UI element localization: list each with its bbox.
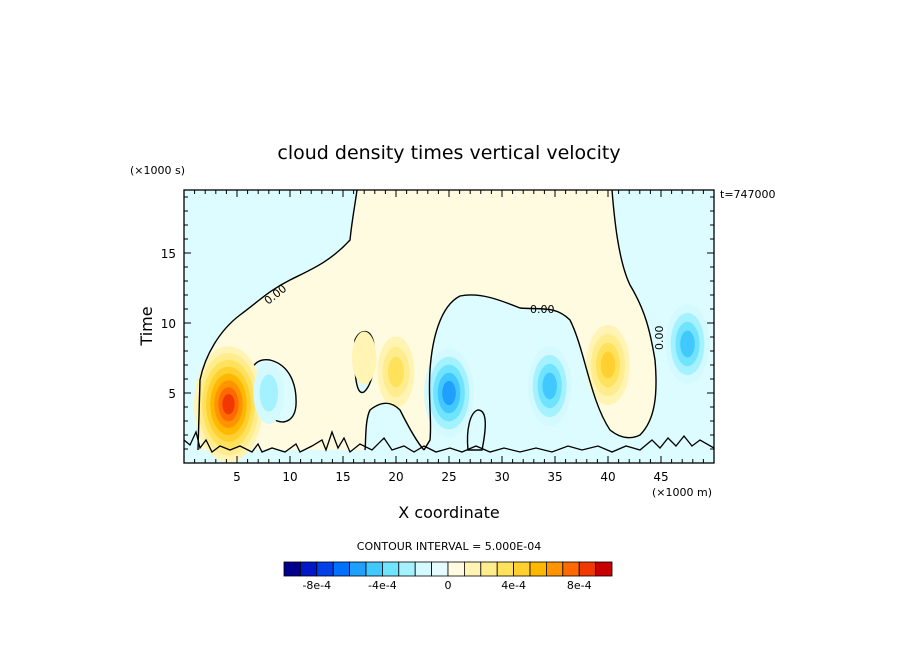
x-tick-label: 25 xyxy=(441,470,456,484)
colorbar-swatch xyxy=(480,561,498,577)
feature-blob-6-level-4 xyxy=(600,351,616,379)
colorbar: -8e-4 -4e-4 0 4e-4 8e-4 xyxy=(283,561,613,592)
colorbar-swatch xyxy=(562,561,580,577)
feature-blob-1-level-2 xyxy=(259,374,279,412)
colorbar-swatch xyxy=(316,561,334,577)
y-tick-label: 10 xyxy=(161,317,176,331)
y-tick-label: 5 xyxy=(168,387,176,401)
field-features xyxy=(193,304,710,463)
field-pocket-negative-3 xyxy=(466,409,486,451)
colorbar-swatch xyxy=(513,561,531,577)
zero-contour-main xyxy=(197,190,657,451)
x-axis-units: (×1000 m) xyxy=(652,486,712,499)
x-tick-label: 30 xyxy=(494,470,509,484)
contour-label-3: 0.00 xyxy=(653,326,666,351)
colorbar-swatch xyxy=(299,561,318,577)
x-tick-label: 35 xyxy=(547,470,562,484)
y-axis-label: Time xyxy=(137,306,156,346)
x-axis: 5 10 15 20 25 30 35 40 45 xyxy=(194,190,704,484)
contour-interval-text: CONTOUR INTERVAL = 5.000E-04 xyxy=(357,540,541,553)
contour-label-2: 0.00 xyxy=(530,303,555,316)
colorbar-swatch xyxy=(578,561,597,577)
x-tick-label: 15 xyxy=(335,470,350,484)
colorbar-swatch xyxy=(447,561,465,577)
feature-blob-2-level-1 xyxy=(352,331,377,385)
feature-blob-4-level-5 xyxy=(442,380,456,406)
colorbar-tick-label: 4e-4 xyxy=(501,579,526,592)
colorbar-swatch xyxy=(595,561,613,577)
y-tick-label: 15 xyxy=(161,247,176,261)
y-axis: 5 10 15 xyxy=(161,196,714,450)
x-tick-label: 10 xyxy=(282,470,297,484)
colorbar-swatch xyxy=(398,561,416,577)
feature-blob-5-level-4 xyxy=(542,372,557,400)
colorbar-tick-label: 8e-4 xyxy=(567,579,592,592)
colorbar-swatch xyxy=(414,561,433,577)
colorbar-tick-label: -4e-4 xyxy=(368,579,397,592)
feature-blob-7-level-4 xyxy=(680,330,695,358)
colorbar-swatch xyxy=(496,561,515,577)
colorbar-swatch xyxy=(332,561,351,577)
colorbar-swatch xyxy=(431,561,449,577)
feature-blob-0-level-8 xyxy=(222,393,235,415)
plot-field xyxy=(184,190,714,463)
colorbar-tick-label: -8e-4 xyxy=(302,579,331,592)
colorbar-swatch xyxy=(381,561,400,577)
colorbar-tick-label: 0 xyxy=(445,579,452,592)
x-tick-label: 40 xyxy=(600,470,615,484)
colorbar-swatch xyxy=(463,561,482,577)
y-axis-units: (×1000 s) xyxy=(130,164,185,177)
zero-contour-bottom xyxy=(184,430,714,454)
colorbar-swatch xyxy=(283,561,301,577)
time-stamp: t=747000 xyxy=(720,188,776,201)
colorbar-swatch xyxy=(529,561,547,577)
colorbar-swatch xyxy=(546,561,564,577)
x-axis-label: X coordinate xyxy=(398,503,499,522)
x-tick-label: 20 xyxy=(388,470,403,484)
x-tick-label: 5 xyxy=(233,470,241,484)
colorbar-swatch xyxy=(349,561,367,577)
chart-title: cloud density times vertical velocity xyxy=(277,142,620,164)
field-region-positive xyxy=(198,190,657,450)
colorbar-swatch xyxy=(365,561,383,577)
x-tick-label: 45 xyxy=(653,470,668,484)
feature-blob-3-level-3 xyxy=(388,356,404,388)
